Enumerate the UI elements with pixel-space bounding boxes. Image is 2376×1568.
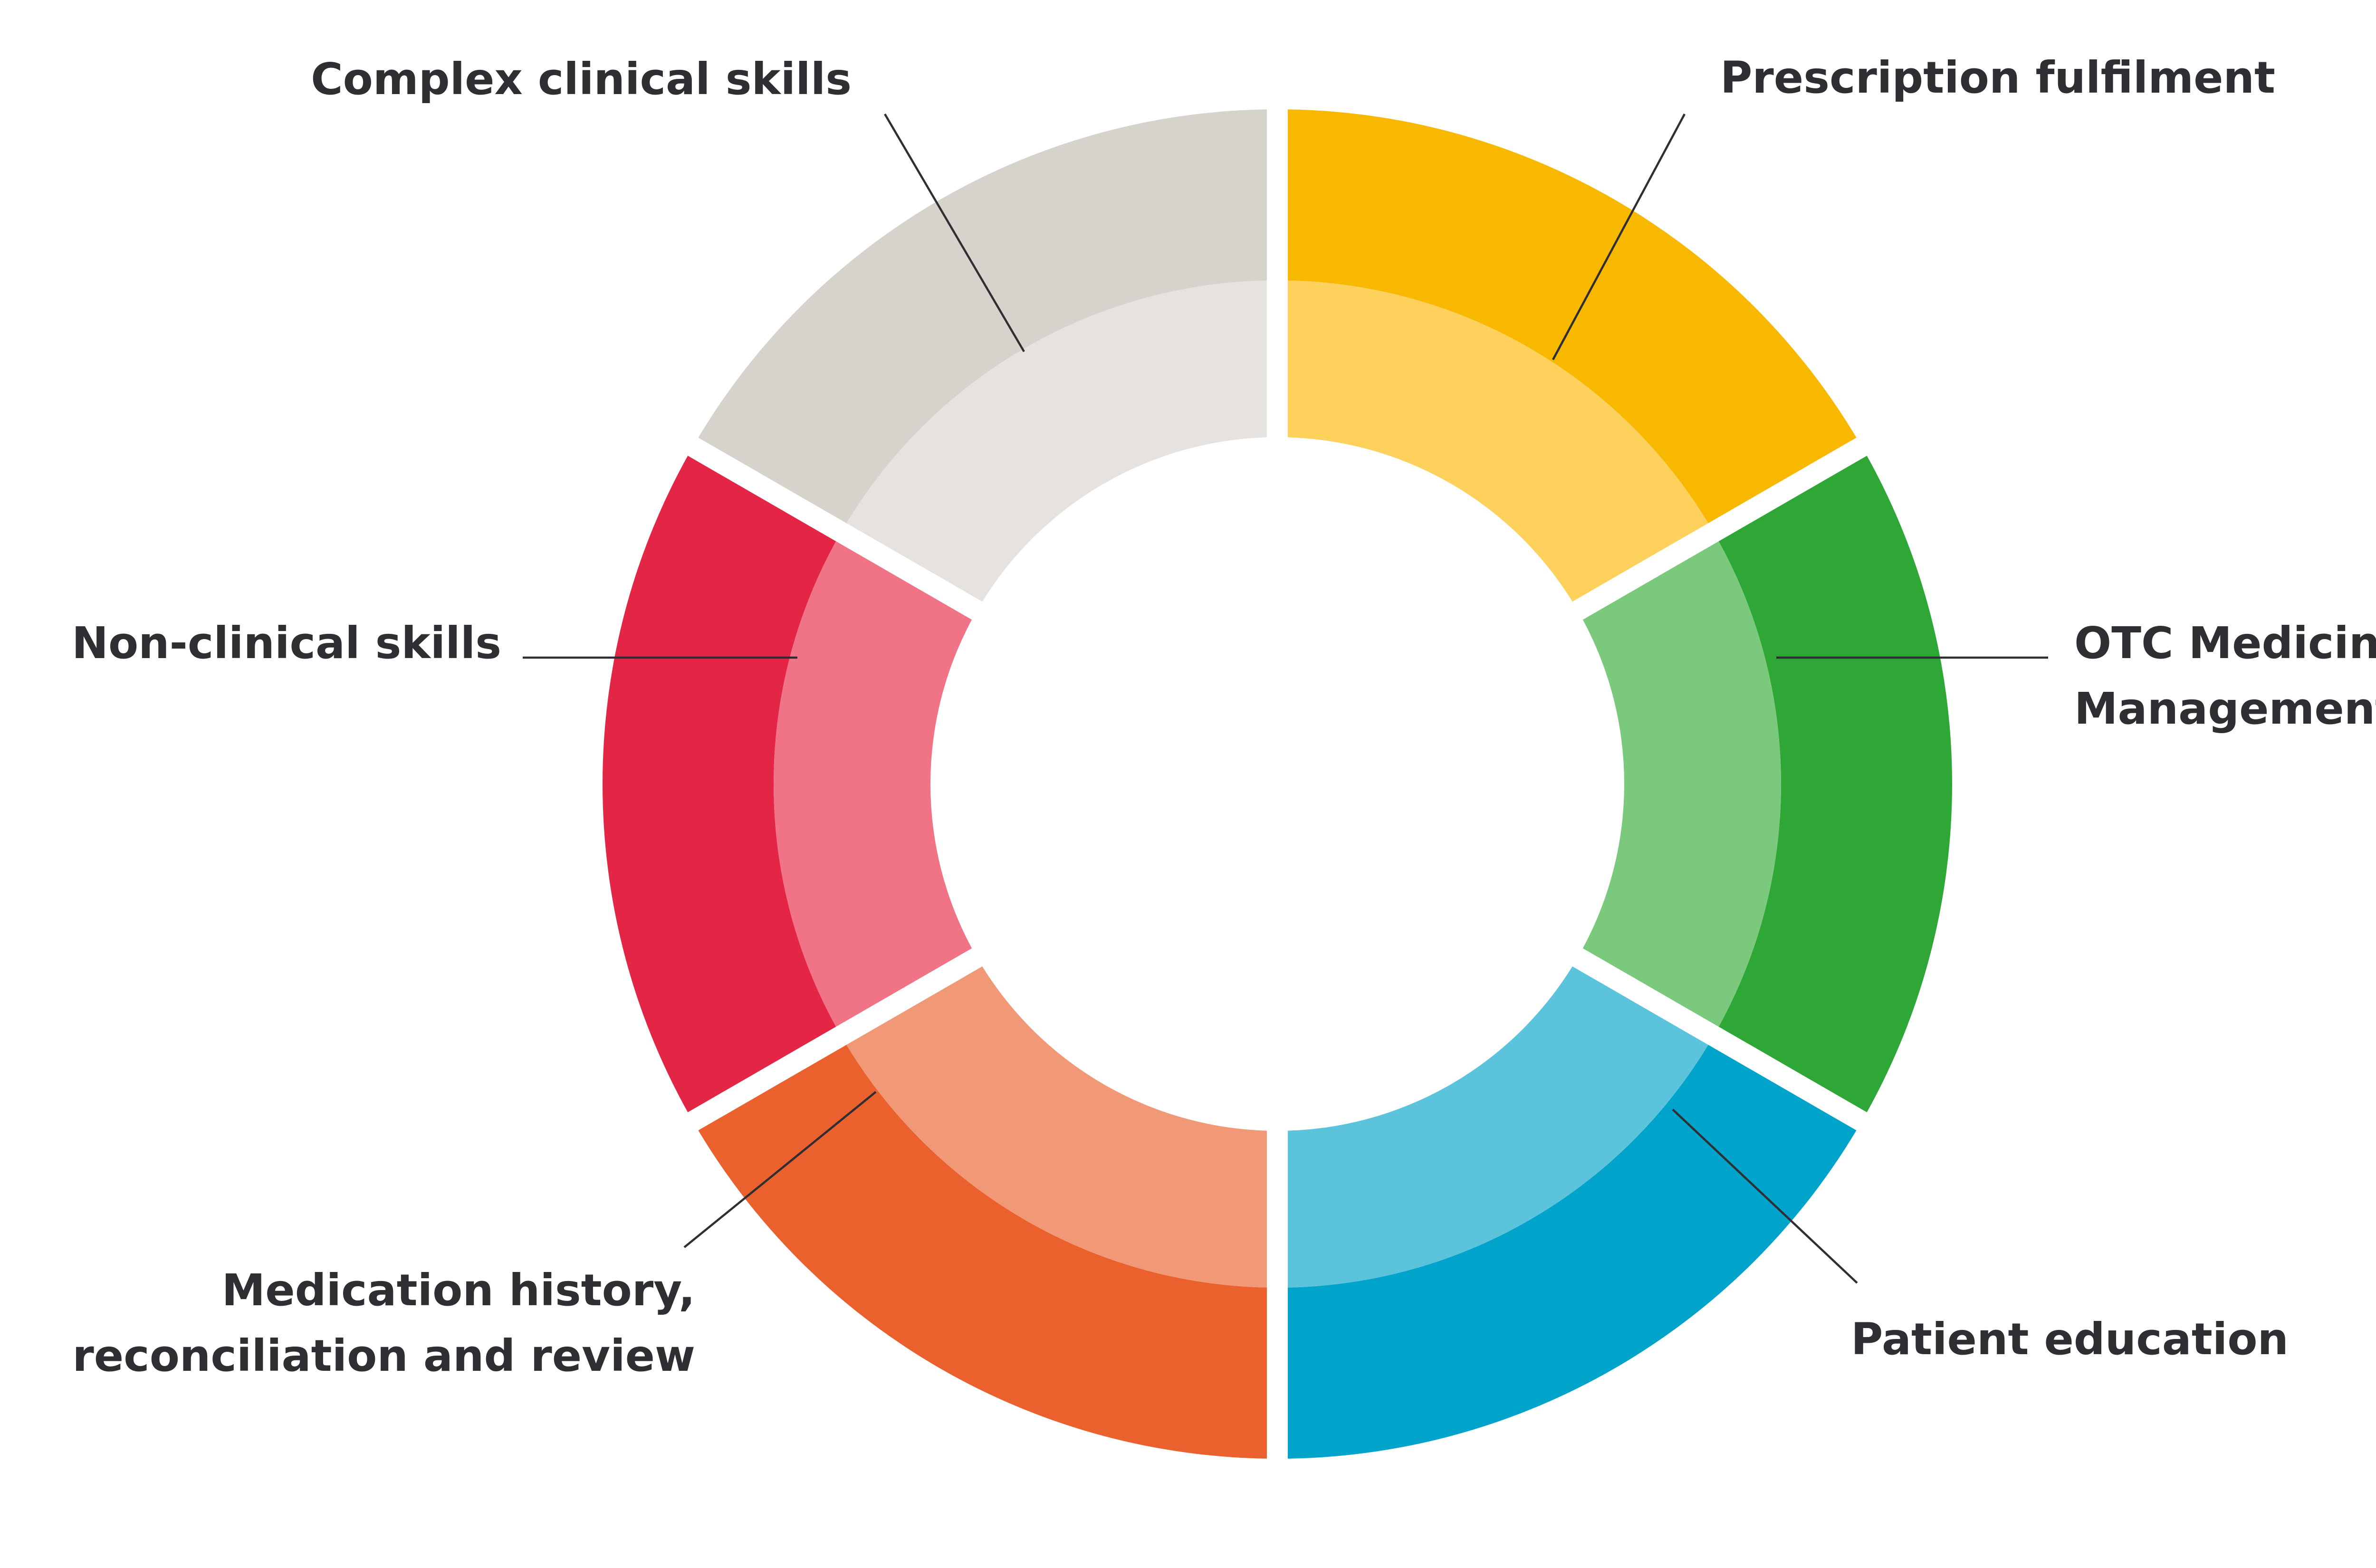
segment-non-clinical [603,447,977,1121]
medication-history-label: Medication history, reconciliation and re… [72,1265,695,1381]
prescription-inner-band [1277,280,1714,611]
complex-clinical-outer-band [693,109,1277,532]
otc-outer-band [1713,447,1952,1121]
medication-history-inner-band [841,957,1277,1288]
complex-clinical-label: Complex clinical skills [311,54,852,105]
patient-education-inner-band [1277,957,1714,1288]
otc-label: OTC Medicine Management [2074,618,2376,734]
otc-inner-band [1578,532,1781,1036]
medication-history-outer-band [693,1036,1277,1459]
segment-separator [1560,430,1879,627]
prescription-outer-band [1277,109,1862,532]
non-clinical-label-line: Non-clinical skills [72,618,501,669]
complex-clinical-inner-band [841,280,1277,611]
segment-patient-education [1277,957,1862,1459]
medication-history-label-line: Medication history, [222,1265,695,1316]
segment-separator [675,430,995,627]
prescription-label-line: Prescription fulfilment [1720,52,2275,103]
segment-separator [1560,941,1879,1138]
non-clinical-outer-band [603,447,842,1121]
complex-clinical-label-line: Complex clinical skills [311,54,852,105]
medication-history-label-line: reconciliation and review [72,1330,695,1381]
patient-education-leader-line [1672,1109,1858,1284]
complex-clinical-leader-line [884,113,1025,353]
otc-label-line: OTC Medicine [2074,618,2376,669]
skills-ring [603,95,1952,1473]
patient-education-label-line: Patient education [1851,1314,2289,1365]
prescription-label: Prescription fulfilment [1720,52,2275,103]
patient-education-label: Patient education [1851,1314,2289,1365]
medication-history-leader-line [683,1091,877,1248]
prescription-leader-line [1552,113,1686,361]
non-clinical-label: Non-clinical skills [72,618,501,669]
segment-labels: Prescription fulfilment OTC Medicine Manag… [72,52,2376,1381]
segment-medication-history [693,957,1277,1459]
non-clinical-inner-band [774,532,977,1036]
leader-lines [523,113,2048,1284]
segment-otc [1578,447,1952,1121]
segment-separator [675,941,995,1138]
patient-education-outer-band [1277,1036,1862,1459]
otc-label-line: Management [2074,683,2376,734]
segment-complex-clinical [693,109,1277,611]
segment-prescription [1277,109,1862,611]
